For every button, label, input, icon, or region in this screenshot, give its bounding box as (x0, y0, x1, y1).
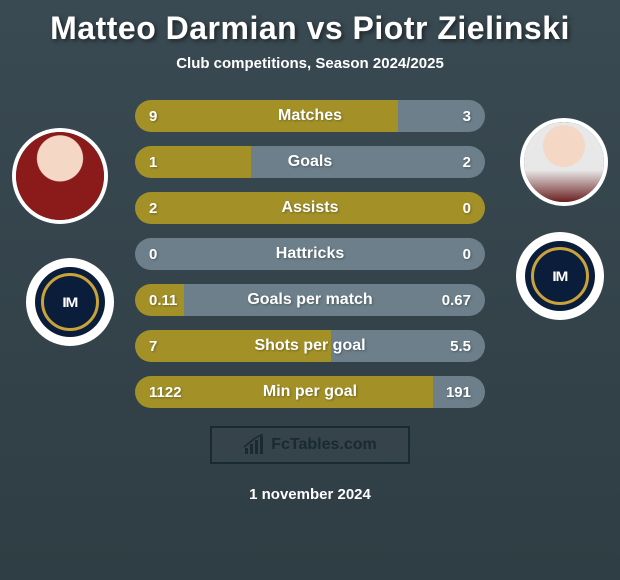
player-right-avatar (520, 118, 608, 206)
stat-row: 7 Shots per goal 5.5 (135, 330, 485, 362)
stat-left-value: 0 (149, 246, 157, 263)
stat-left-value: 7 (149, 338, 157, 355)
player-left-avatar (12, 128, 108, 224)
stat-left-value: 0.11 (149, 292, 177, 309)
stat-right-value: 5.5 (450, 338, 471, 355)
comparison-card: Matteo Darmian vs Piotr Zielinski Club c… (0, 0, 620, 580)
stat-row: 2 Assists 0 (135, 192, 485, 224)
stat-label: Matches (278, 107, 342, 125)
stat-right-value: 0.67 (442, 292, 471, 309)
stat-row: 1 Goals 2 (135, 146, 485, 178)
avatar-placeholder-icon (16, 132, 104, 220)
stat-left-value: 1122 (149, 384, 182, 401)
stat-row: 0 Hattricks 0 (135, 238, 485, 270)
brand-box: FcTables.com (210, 426, 410, 464)
stat-label: Shots per goal (254, 337, 365, 355)
stat-label: Goals (288, 153, 332, 171)
stat-row: 1122 Min per goal 191 (135, 376, 485, 408)
stat-right-value: 0 (463, 200, 471, 217)
stats-list: 9 Matches 3 1 Goals 2 2 Assists 0 0 Hattricks 0 0.11… (135, 100, 485, 408)
stat-right-value: 2 (463, 154, 471, 171)
club-logo-icon: IM (63, 294, 78, 310)
stat-right-value: 3 (463, 108, 471, 125)
club-right-badge: IM (516, 232, 604, 320)
club-left-badge: IM (26, 258, 114, 346)
brand-text: FcTables.com (271, 436, 377, 454)
stat-row: 9 Matches 3 (135, 100, 485, 132)
stat-right-value: 0 (463, 246, 471, 263)
chart-growth-icon (243, 434, 265, 456)
stat-right-value: 191 (446, 384, 471, 401)
page-title: Matteo Darmian vs Piotr Zielinski (0, 10, 620, 47)
date-label: 1 november 2024 (0, 486, 620, 503)
avatar-placeholder-icon (524, 122, 604, 202)
stat-row: 0.11 Goals per match 0.67 (135, 284, 485, 316)
stat-label: Hattricks (276, 245, 344, 263)
stat-label: Goals per match (247, 291, 372, 309)
stat-label: Min per goal (263, 383, 357, 401)
stat-left-value: 2 (149, 200, 157, 217)
subtitle: Club competitions, Season 2024/2025 (0, 55, 620, 72)
stat-left-value: 1 (149, 154, 157, 171)
stat-label: Assists (282, 199, 339, 217)
stat-left-value: 9 (149, 108, 157, 125)
club-logo-icon: IM (553, 268, 568, 284)
